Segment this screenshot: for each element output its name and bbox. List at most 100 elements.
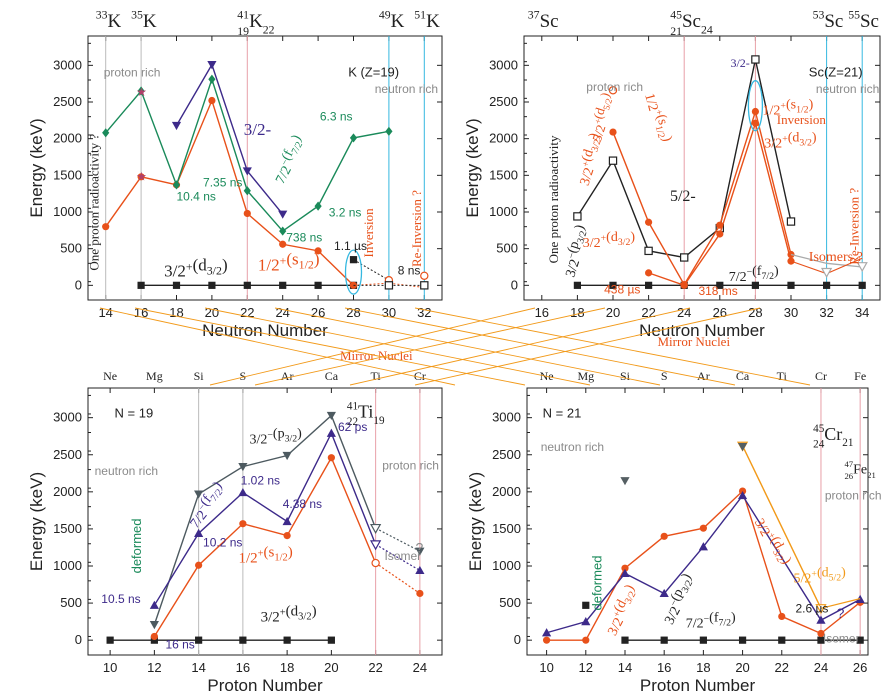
mass-number: 41 <box>237 8 249 21</box>
data-point <box>698 542 708 551</box>
y-tick-label: 2000 <box>53 131 82 146</box>
data-point <box>102 128 110 138</box>
data-point <box>751 119 760 127</box>
state-label-f72: 7/2−(f7/2) <box>729 264 779 285</box>
neutron-number: 19 <box>373 415 385 427</box>
label-part: ( <box>786 97 791 112</box>
label-part: f <box>714 611 719 626</box>
nucleus-symbol: 45Sc24 <box>670 8 713 36</box>
data-point <box>608 156 618 165</box>
x-tick-label: 28 <box>748 305 762 320</box>
element-tick-label: Mg <box>146 369 163 383</box>
lifetime-annotation: 62 ps <box>338 420 367 434</box>
data-point <box>279 281 287 289</box>
plot-frame <box>87 387 443 656</box>
mirror-line <box>414 307 761 386</box>
data-point <box>194 490 204 499</box>
element-symbol: Cr <box>824 424 842 444</box>
label-part: 3/2 <box>575 230 589 245</box>
plot-frame <box>87 35 443 301</box>
series-3 <box>171 61 288 219</box>
label-part: d <box>581 148 597 159</box>
neutron-rich-label: neutron rich <box>95 464 158 478</box>
label-part: s <box>269 544 275 560</box>
label-part: ) <box>587 131 603 140</box>
y-tick-label: 1500 <box>492 521 521 536</box>
top-nucleus-label: 37Sc <box>528 8 559 32</box>
inversion-label: Inversion <box>361 208 376 258</box>
data-point <box>778 636 786 644</box>
data-point <box>282 451 292 461</box>
data-point <box>645 281 653 289</box>
data-point <box>660 532 668 540</box>
state-label-f72: 7/2−(f7/2) <box>686 611 736 632</box>
nucleus-symbol: 51K <box>414 8 440 32</box>
data-point <box>660 636 668 644</box>
data-point <box>738 636 747 644</box>
proton-number: 21 <box>670 25 682 38</box>
label-part: p <box>278 427 285 442</box>
data-point <box>415 565 425 575</box>
label-part: ) <box>297 427 302 442</box>
y-tick-label: 500 <box>496 241 518 256</box>
label-part: ) <box>314 250 320 269</box>
x-tick-label: 20 <box>606 305 620 320</box>
data-point <box>314 201 322 211</box>
label-part: ) <box>812 130 817 145</box>
data-point <box>208 281 216 289</box>
x-tick-label: 12 <box>147 660 161 675</box>
x-axis-title: Proton Number <box>207 676 323 695</box>
top-nucleus-label: 49K <box>379 8 405 32</box>
data-point <box>645 269 653 277</box>
x-tick-label: 14 <box>191 660 205 675</box>
x-tick-label: 16 <box>535 305 549 320</box>
isomer-label: Isomer <box>823 631 860 645</box>
label-part: ) <box>289 132 305 143</box>
mirror-line <box>204 307 591 386</box>
y-tick-label: 2500 <box>53 447 82 462</box>
continuation-line <box>790 253 863 268</box>
data-point <box>195 636 203 644</box>
neutron-number: 24 <box>701 24 713 37</box>
y-axis-title: Energy (keV) <box>466 472 485 571</box>
label-part: 5/2 <box>829 572 842 583</box>
label-part: ( <box>279 152 295 163</box>
state-label-d32: 3/2+(d3/2) <box>164 256 228 281</box>
x-tick-label: 18 <box>696 660 710 675</box>
label-part: 5/2 <box>601 97 614 112</box>
label-part: d <box>611 230 618 245</box>
y-tick-label: 2500 <box>53 94 82 109</box>
y-tick-label: 2500 <box>489 94 518 109</box>
x-tick-label: 18 <box>570 305 584 320</box>
label-part: ( <box>286 250 292 269</box>
data-point <box>778 612 786 621</box>
x-tick-label: 18 <box>280 660 294 675</box>
neutron-number: 22 <box>263 24 275 37</box>
data-point <box>751 55 760 64</box>
x-tick-label: 32 <box>819 305 833 320</box>
continuation-line <box>820 598 861 609</box>
x-tick-label: 18 <box>169 305 183 320</box>
highlight-ellipse <box>747 80 764 132</box>
mirror-line <box>349 307 691 386</box>
element-tick-label: Si <box>620 369 631 383</box>
x-tick-label: 24 <box>413 660 427 675</box>
x-tick-label: 16 <box>236 660 250 675</box>
y-tick-label: 0 <box>514 632 521 647</box>
series-3 <box>736 441 827 615</box>
label-part: ) <box>312 604 317 620</box>
state-label-s12-rot: 1/2+(s1/2) <box>641 90 675 145</box>
label-part: 3/2 <box>207 264 222 278</box>
label-part: 3/2 <box>662 604 684 627</box>
data-point <box>716 281 724 289</box>
series-line <box>741 445 822 609</box>
state-label-d32: 3/2+(d3/2) <box>751 514 794 570</box>
label-part: − <box>279 157 292 167</box>
series-0 <box>621 636 864 644</box>
side-label: One proton radioactivity <box>546 135 561 263</box>
state-label-d52: 5/2+(d5/2) <box>794 565 847 586</box>
data-point <box>858 281 866 289</box>
label-part: 5/2 <box>794 571 812 586</box>
